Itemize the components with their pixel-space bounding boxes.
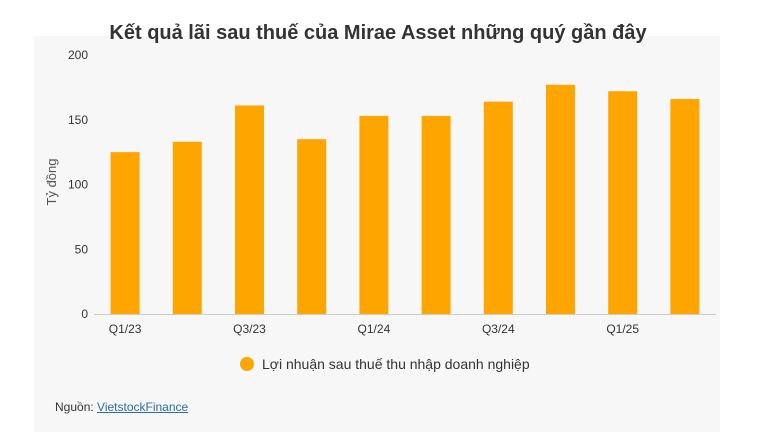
source-link[interactable]: VietstockFinance [97, 400, 189, 414]
bar-q1-24[interactable] [359, 115, 389, 315]
x-tick-label: Q1/23 [109, 322, 142, 336]
y-tick-label: 150 [68, 113, 88, 127]
bar-q2-24[interactable] [421, 115, 451, 315]
bar-q2-25[interactable] [670, 99, 700, 314]
y-tick-label: 0 [81, 307, 88, 321]
y-axis-ticks: 0 50 100 150 200 [68, 48, 88, 321]
bar-q3-24[interactable] [483, 101, 513, 315]
bar-q4-24[interactable] [546, 84, 575, 314]
chart-title: Kết quả lãi sau thuế của Mirae Asset nhữ… [109, 22, 647, 44]
legend[interactable]: Lợi nhuận sau thuế thu nhập doanh nghiệp [240, 356, 530, 372]
y-tick-label: 50 [75, 242, 89, 256]
x-tick-label: Q3/24 [482, 322, 515, 336]
legend-marker [240, 357, 254, 371]
bars [110, 84, 700, 315]
y-axis-label: Tỷ đồng [44, 159, 59, 206]
x-tick-label: Q1/24 [358, 322, 391, 336]
bar-q1-23[interactable] [110, 152, 140, 314]
source-note: Nguồn: VietstockFinance [55, 400, 188, 414]
y-tick-label: 200 [68, 48, 88, 62]
bar-q1-25[interactable] [608, 91, 638, 314]
x-tick-label: Q1/25 [606, 322, 639, 336]
bar-q3-23[interactable] [235, 105, 264, 314]
source-label: Nguồn: [55, 400, 94, 414]
bar-q2-23[interactable] [172, 141, 202, 314]
bar-q4-23[interactable] [297, 139, 327, 314]
y-tick-label: 100 [68, 178, 88, 192]
x-tick-label: Q3/23 [233, 322, 266, 336]
x-axis-ticks: Q1/23 Q3/23 Q1/24 Q3/24 Q1/25 [109, 322, 640, 336]
legend-label: Lợi nhuận sau thuế thu nhập doanh nghiệp [262, 356, 530, 372]
